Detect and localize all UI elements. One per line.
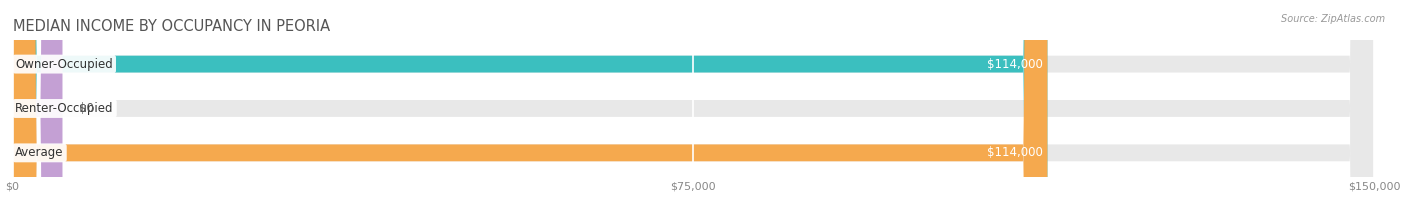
FancyBboxPatch shape	[13, 0, 62, 197]
Text: MEDIAN INCOME BY OCCUPANCY IN PEORIA: MEDIAN INCOME BY OCCUPANCY IN PEORIA	[13, 19, 329, 34]
Text: $114,000: $114,000	[987, 58, 1043, 71]
Text: $114,000: $114,000	[987, 146, 1043, 159]
Text: Owner-Occupied: Owner-Occupied	[15, 58, 112, 71]
Text: Average: Average	[15, 146, 63, 159]
FancyBboxPatch shape	[13, 0, 1374, 197]
Text: $0: $0	[79, 102, 94, 115]
Text: Renter-Occupied: Renter-Occupied	[15, 102, 114, 115]
FancyBboxPatch shape	[13, 0, 1047, 197]
Text: Source: ZipAtlas.com: Source: ZipAtlas.com	[1281, 14, 1385, 24]
FancyBboxPatch shape	[13, 0, 1374, 197]
FancyBboxPatch shape	[13, 0, 1374, 197]
FancyBboxPatch shape	[13, 0, 1047, 197]
